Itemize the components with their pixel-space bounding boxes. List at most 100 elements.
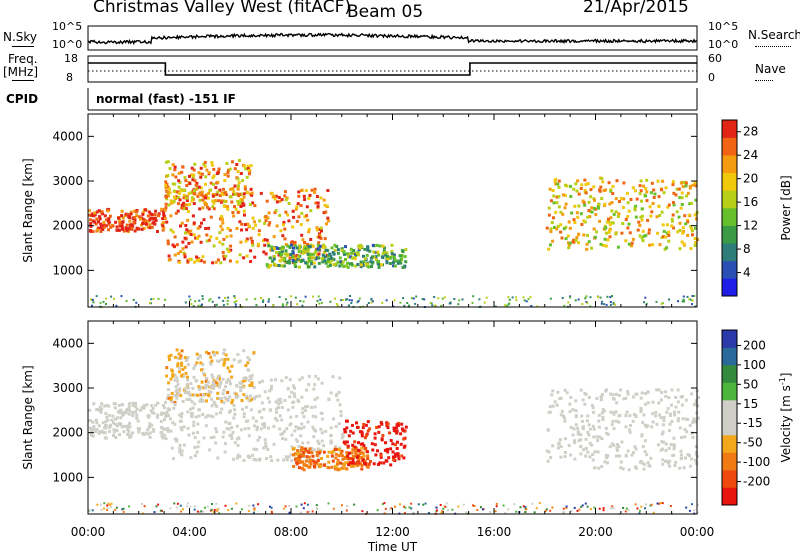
velocity-panel-echo-3 xyxy=(361,451,365,455)
power-panel-echo-1 xyxy=(197,258,201,262)
power-panel-echo-0 xyxy=(161,221,165,225)
power-panel-echo-2 xyxy=(184,196,188,200)
power-panel-echo-4 xyxy=(592,197,596,201)
power-panel-echo-1 xyxy=(315,195,319,198)
power-panel-echo-3 xyxy=(392,253,396,257)
power-panel-echo-4 xyxy=(656,179,660,183)
velocity-panel-echo-2 xyxy=(251,416,255,420)
velocity-panel-echo-0 xyxy=(103,404,107,408)
velocity-panel-colorbar-segment xyxy=(722,347,737,366)
power-panel-echo-1 xyxy=(231,211,235,214)
power-panel-echo-4 xyxy=(614,232,618,236)
power-panel-echo-2 xyxy=(216,190,220,194)
freq-legend-line xyxy=(12,80,34,81)
power-panel-echo-4 xyxy=(629,198,633,201)
power-panel-echo-4 xyxy=(666,205,670,209)
velocity-panel-echo-5 xyxy=(658,413,662,417)
power-panel-speckle xyxy=(148,302,151,305)
velocity-panel-echo-5 xyxy=(601,415,605,419)
power-panel-echo-2 xyxy=(164,180,168,184)
velocity-panel-speckle xyxy=(535,507,538,510)
velocity-panel-echo-2 xyxy=(256,438,260,442)
power-panel-echo-4 xyxy=(581,199,585,203)
power-panel-echo-1 xyxy=(232,214,236,218)
velocity-panel-echo-0 xyxy=(115,416,119,420)
power-panel-echo-1 xyxy=(306,242,309,246)
velocity-panel-echo-1 xyxy=(183,365,187,369)
velocity-panel-speckle xyxy=(624,510,627,513)
power-panel-speckle xyxy=(301,304,304,307)
velocity-panel-echo-5 xyxy=(662,419,666,423)
power-panel-speckle xyxy=(453,298,456,300)
velocity-unit-exponent: -1 xyxy=(778,377,787,385)
power-panel-echo-1 xyxy=(180,221,184,225)
velocity-panel-echo-5 xyxy=(610,442,614,446)
velocity-panel-echo-1 xyxy=(240,399,244,403)
power-panel-echo-0 xyxy=(148,223,152,227)
power-panel-echo-0 xyxy=(99,226,103,230)
velocity-panel-echo-5 xyxy=(661,458,665,462)
power-panel-echo-1 xyxy=(323,237,327,241)
velocity-panel-echo-5 xyxy=(565,391,569,395)
velocity-panel-echo-5 xyxy=(640,433,644,437)
power-panel-echo-1 xyxy=(279,229,283,233)
power-panel-colorbar-label: 4 xyxy=(743,266,751,280)
power-panel-echo-3 xyxy=(270,245,274,249)
power-panel-speckle xyxy=(681,300,684,303)
velocity-panel-echo-4 xyxy=(351,431,355,435)
power-panel-echo-4 xyxy=(665,246,669,250)
velocity-panel-echo-5 xyxy=(574,414,578,418)
velocity-panel-echo-2 xyxy=(327,398,331,402)
velocity-panel-echo-5 xyxy=(597,425,601,429)
velocity-panel-echo-0 xyxy=(160,411,164,415)
velocity-panel-echo-5 xyxy=(634,415,638,419)
velocity-panel-echo-3 xyxy=(338,448,342,452)
velocity-panel-speckle xyxy=(216,508,219,511)
power-panel-echo-1 xyxy=(282,220,286,224)
power-panel-speckle xyxy=(318,302,321,305)
velocity-panel-echo-1 xyxy=(246,368,250,372)
power-panel-echo-3 xyxy=(365,253,369,257)
power-panel-speckle xyxy=(511,296,514,299)
power-panel-echo-3 xyxy=(323,259,327,263)
velocity-panel-echo-4 xyxy=(388,431,391,435)
power-panel-echo-1 xyxy=(297,194,301,198)
velocity-panel-echo-3 xyxy=(310,451,314,455)
velocity-panel-echo-5 xyxy=(642,467,646,471)
velocity-panel-echo-2 xyxy=(186,386,190,390)
velocity-panel-echo-1 xyxy=(209,390,213,394)
power-panel-colorbar-label: 20 xyxy=(743,172,758,186)
velocity-panel-echo-5 xyxy=(672,443,676,447)
power-panel-echo-4 xyxy=(644,187,648,191)
velocity-panel-echo-5 xyxy=(567,444,571,448)
power-panel-echo-4 xyxy=(567,241,570,245)
power-panel-echo-1 xyxy=(322,198,326,202)
velocity-panel-speckle xyxy=(435,506,438,509)
velocity-panel-echo-3 xyxy=(323,463,327,467)
velocity-panel-echo-5 xyxy=(645,453,649,457)
velocity-panel-echo-0 xyxy=(162,406,166,410)
velocity-panel-speckle xyxy=(573,506,576,509)
power-panel-echo-0 xyxy=(162,211,166,215)
velocity-panel-speckle xyxy=(403,505,405,508)
time-tick-label: 00:00 xyxy=(71,525,106,539)
velocity-panel-ytick-label: 4000 xyxy=(52,336,83,350)
velocity-panel-echo-5 xyxy=(559,445,563,448)
power-panel-echo-3 xyxy=(307,246,311,250)
velocity-panel-speckle xyxy=(327,502,330,505)
velocity-panel-echo-2 xyxy=(329,426,333,430)
velocity-panel-speckle xyxy=(155,505,158,508)
velocity-panel-echo-4 xyxy=(394,443,398,447)
velocity-panel-echo-3 xyxy=(349,463,353,467)
velocity-panel-echo-1 xyxy=(220,358,224,362)
velocity-panel-echo-5 xyxy=(600,437,604,441)
power-panel-speckle xyxy=(421,298,424,300)
power-panel-echo-4 xyxy=(655,215,659,219)
velocity-panel-speckle xyxy=(270,510,273,513)
velocity-panel-echo-1 xyxy=(250,397,254,401)
power-panel-echo-2 xyxy=(242,195,246,199)
power-panel-echo-3 xyxy=(375,243,379,247)
power-panel-echo-2 xyxy=(212,167,216,171)
velocity-panel-speckle xyxy=(563,511,566,514)
velocity-panel-echo-2 xyxy=(186,410,190,414)
